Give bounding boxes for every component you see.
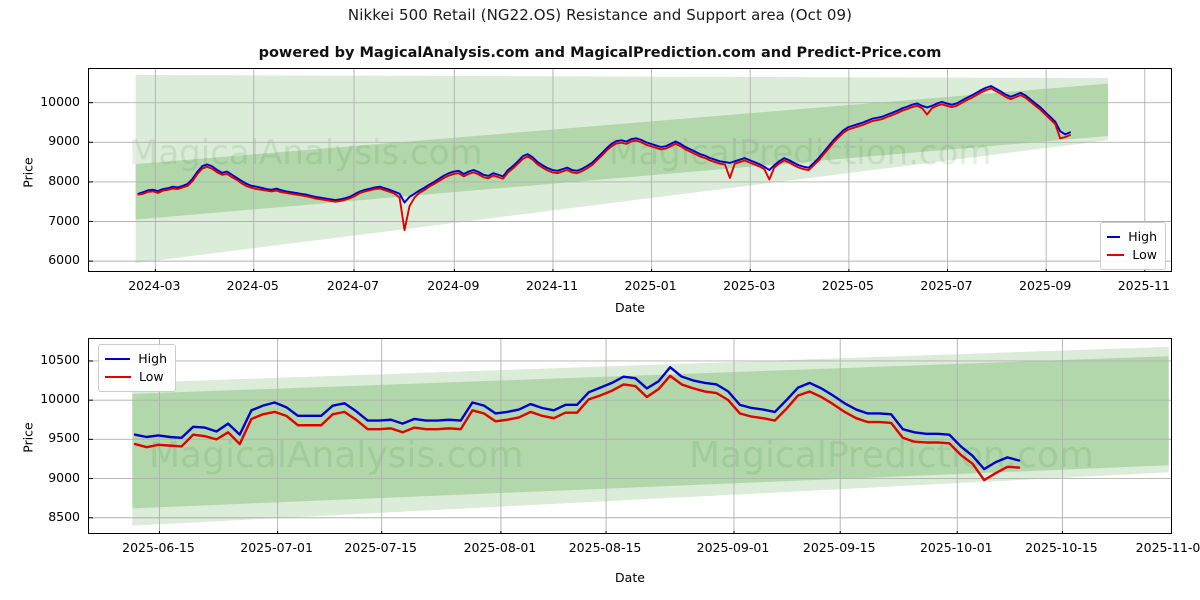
bottom-price-chart[interactable]: MagicalAnalysis.com MagicalPrediction.com [88,338,1172,534]
x-tick-label: 2025-09-15 [802,540,876,555]
x-tick-label: 2025-11-01 [1135,540,1200,555]
y-tick-label: 6000 [48,252,80,268]
svg-text:MagicalAnalysis.com: MagicalAnalysis.com [129,133,483,173]
top-x-axis-label: Date [615,300,645,315]
svg-text:MagicalAnalysis.com: MagicalAnalysis.com [149,435,523,476]
y-tick-label: 8000 [48,172,80,188]
x-tick-label: 2025-03 [723,278,776,293]
svg-text:MagicalPrediction.com: MagicalPrediction.com [609,266,992,272]
legend-line-icon [105,358,131,360]
legend-line-icon [105,376,131,378]
x-tick-label: 2025-11 [1117,278,1170,293]
legend-label: High [1128,229,1157,244]
x-tick-label: 2025-01 [624,278,677,293]
x-tick-label: 2025-09 [1019,278,1072,293]
x-tick-label: 2024-07 [326,278,380,293]
chart-subtitle: powered by MagicalAnalysis.com and Magic… [258,45,942,61]
x-tick-label: 2025-07-01 [240,540,313,555]
svg-text:MagicalAnalysis.com: MagicalAnalysis.com [129,266,483,272]
top-chart-legend[interactable]: High Low [1100,222,1166,270]
legend-label: Low [139,369,164,384]
y-tick-label: 7000 [48,212,80,228]
x-tick-label: 2025-10-01 [919,540,993,555]
svg-text:MagicalPrediction.com: MagicalPrediction.com [689,435,1094,476]
legend-label: High [138,351,167,366]
y-tick-label: 10000 [40,391,80,407]
x-tick-label: 2024-11 [525,278,579,293]
x-tick-label: 2025-10-15 [1025,540,1098,555]
x-tick-label: 2024-09 [427,278,480,293]
legend-entry[interactable]: Low [1107,246,1157,264]
legend-entry[interactable]: High [105,350,167,368]
x-tick-label: 2024-03 [128,278,181,293]
legend-entry[interactable]: High [1107,228,1157,246]
y-tick-label: 9500 [48,430,80,446]
x-tick-label: 2025-08-15 [568,540,642,555]
chart-title: Nikkei 500 Retail (NG22.OS) Resistance a… [347,6,853,24]
x-tick-label: 2025-07 [920,278,973,293]
bottom-x-axis-label: Date [615,570,645,585]
legend-line-icon [1107,254,1125,256]
x-tick-label: 2024-05 [226,278,279,293]
x-tick-label: 2025-05 [821,278,874,293]
y-tick-label: 9000 [48,469,80,485]
x-tick-label: 2025-07-15 [344,540,417,555]
y-tick-label: 8500 [48,508,80,524]
y-tick-label: 10500 [40,351,80,367]
y-tick-label: 10000 [40,93,80,109]
legend-label: Low [1132,247,1157,262]
top-price-chart[interactable]: MagicalAnalysis.com MagicalPrediction.com… [88,68,1172,272]
x-tick-label: 2025-09-01 [696,540,770,555]
x-tick-label: 2025-08-01 [463,540,537,555]
legend-line-icon [1107,236,1121,238]
y-tick-label: 9000 [48,133,80,149]
x-tick-label: 2025-06-15 [122,540,195,555]
bottom-chart-legend[interactable]: High Low [98,344,176,392]
legend-entry[interactable]: Low [105,368,167,386]
svg-text:MagicalPrediction.com: MagicalPrediction.com [609,133,992,173]
